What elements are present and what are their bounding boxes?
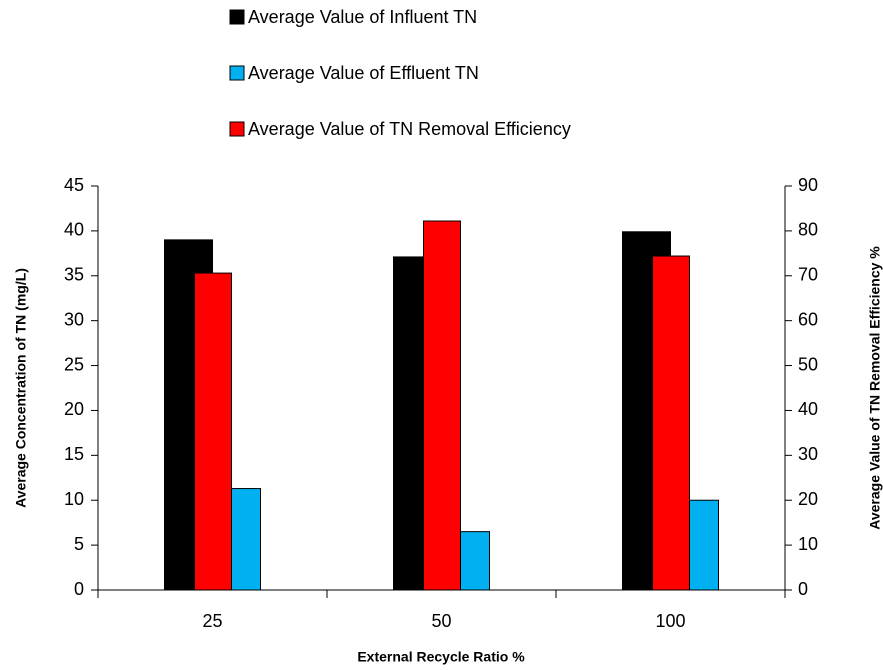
bar	[194, 272, 232, 591]
y-tick-label: 10	[64, 489, 84, 509]
legend-label: Average Value of Effluent TN	[248, 63, 479, 83]
y2-tick-label: 0	[798, 579, 808, 599]
y-tick-label: 45	[64, 175, 84, 195]
y2-tick-label: 10	[798, 534, 818, 554]
y2-axis-title: Average Value of TN Removal Efficiency %	[867, 246, 883, 530]
y-tick-label: 30	[64, 309, 84, 329]
legend-label: Average Value of TN Removal Efficiency	[248, 119, 571, 139]
y2-tick-label: 90	[798, 175, 818, 195]
y-tick-label: 40	[64, 220, 84, 240]
x-tick-label: 50	[431, 611, 451, 631]
y2-tick-label: 50	[798, 354, 818, 374]
x-axis-title: External Recycle Ratio %	[357, 649, 525, 665]
y-tick-label: 15	[64, 444, 84, 464]
bar	[652, 255, 690, 591]
y2-tick-label: 60	[798, 309, 818, 329]
y-tick-label: 5	[74, 534, 84, 554]
y2-tick-label: 80	[798, 220, 818, 240]
x-tick-label: 100	[655, 611, 685, 631]
y2-tick-label: 20	[798, 489, 818, 509]
bar	[423, 220, 461, 591]
y2-tick-label: 40	[798, 399, 818, 419]
y-tick-label: 25	[64, 354, 84, 374]
legend-swatch	[229, 121, 245, 137]
x-tick-label: 25	[202, 611, 222, 631]
y-tick-label: 20	[64, 399, 84, 419]
y-tick-label: 0	[74, 579, 84, 599]
y-axis-title: Average Concentration of TN (mg/L)	[13, 268, 29, 508]
legend-swatch	[229, 9, 245, 25]
legend-label: Average Value of Influent TN	[248, 7, 477, 27]
y2-tick-label: 30	[798, 444, 818, 464]
y-tick-label: 35	[64, 265, 84, 285]
legend-swatch	[229, 65, 245, 81]
y2-tick-label: 70	[798, 265, 818, 285]
